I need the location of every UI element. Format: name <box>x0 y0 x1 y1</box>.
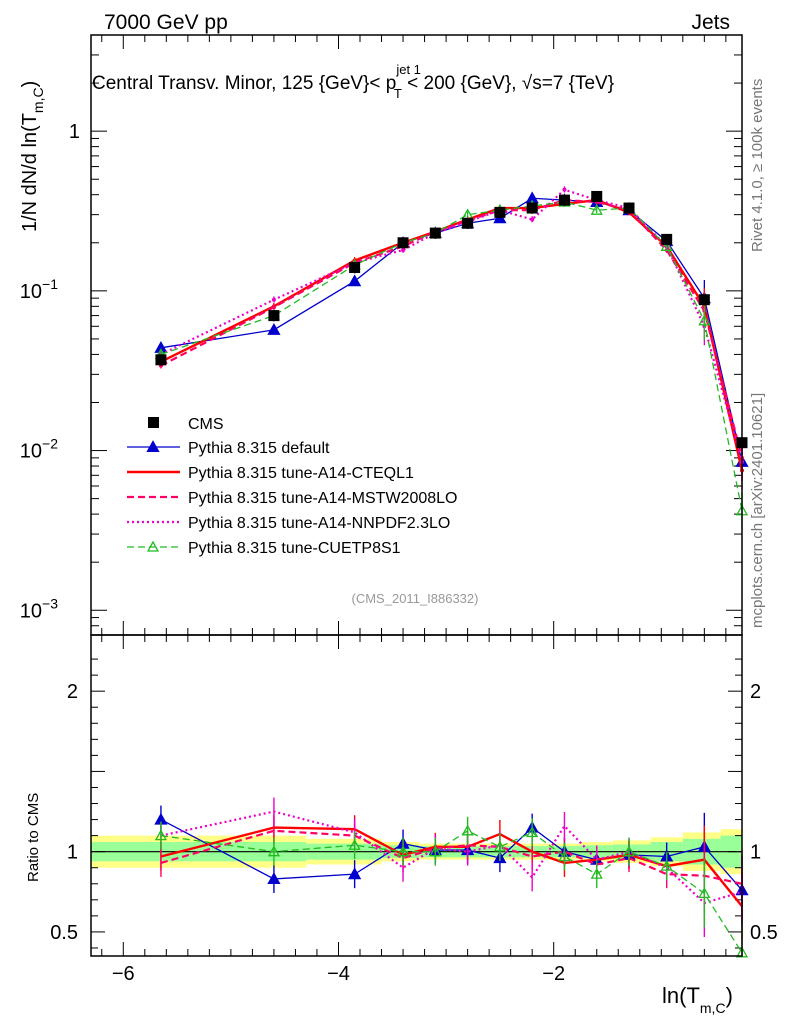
x-axis-label: ln(Tm,C) <box>662 983 733 1016</box>
ratio-marker-cuetp8s1 <box>660 859 673 871</box>
cms-point <box>429 227 441 239</box>
analysis-tag: (CMS_2011_I886332) <box>352 591 479 606</box>
ratio-line-nnpdf <box>160 810 743 905</box>
ratio-line-cuetp8s1 <box>160 830 743 954</box>
marker-nnpdf <box>401 248 406 253</box>
energy-label: 7000 GeV pp <box>104 11 228 34</box>
ratio-tick-label-left: 2 <box>67 681 78 703</box>
legend-marker-cuetp8s1 <box>146 540 160 552</box>
legend-label: Pythia 8.315 tune-A14-MSTW2008LO <box>188 490 457 507</box>
y-axis-label-sub: m,C <box>30 87 46 113</box>
cms-point <box>155 354 167 366</box>
marker-cuetp8s1 <box>590 203 603 215</box>
plot-title-tail: < 200 {GeV}, √s=7 {TeV} <box>402 73 614 94</box>
marker-mstw <box>271 305 276 310</box>
x-tick-label: −4 <box>327 963 350 985</box>
marker-default <box>348 274 362 287</box>
plot-title: Central Transv. Minor, 125 {GeV}< pjet 1… <box>92 62 614 101</box>
ratio-marker-cuetp8s1 <box>493 840 506 852</box>
series-line-mstw <box>160 199 744 459</box>
y-axis-label: 1/N dN/d ln(Tm,C) <box>19 81 46 232</box>
legend-symbol-cms <box>148 417 159 428</box>
mcplots-label: mcplots.cern.ch [arXiv:2401.10621] <box>749 393 766 628</box>
process-label: Jets <box>691 11 730 34</box>
ratio-marker-cuetp8s1 <box>698 887 711 899</box>
ratio-tick-label-right: 2 <box>750 681 761 703</box>
cms-point <box>698 294 710 306</box>
cms-point <box>526 202 538 214</box>
x-axis-label-close: ) <box>726 983 733 1008</box>
x-axis-label-sub: m,C <box>700 1000 726 1016</box>
y-axis-label-close: ) <box>19 81 41 88</box>
legend-marker-default <box>146 440 160 453</box>
ratio-marker-cuetp8s1 <box>590 867 603 879</box>
marker-cuetp8s1 <box>698 314 711 326</box>
y-axis-label-main: 1/N dN/d ln(T <box>19 113 41 232</box>
y-tick-label: 10−2 <box>20 436 58 463</box>
y-tick-label: 1 <box>69 121 80 143</box>
ratio-marker-cuetp8s1 <box>461 824 474 836</box>
ratio-marker-cuetp8s1 <box>348 838 361 850</box>
cms-point <box>268 310 280 322</box>
ratio-line-mstw <box>160 829 743 885</box>
ratio-marker-cuetp8s1 <box>558 850 571 862</box>
ratio-marker-cuetp8s1 <box>154 829 168 841</box>
ratio-plot-frame <box>90 634 743 957</box>
series-line-cteql1 <box>160 198 744 471</box>
series-line-nnpdf <box>160 188 744 463</box>
ratio-marker-default <box>348 867 362 880</box>
marker-nnpdf <box>271 297 276 302</box>
ratio-tick-label-left: 1 <box>67 842 78 864</box>
rivet-version-label: Rivet 4.1.0, ≥ 100k events <box>749 79 766 252</box>
marker-cuetp8s1 <box>660 239 673 251</box>
cms-point <box>558 194 570 206</box>
ratio-tick-label-left: 0.5 <box>50 922 78 944</box>
ratio-tick-label-right: 0.5 <box>750 922 778 944</box>
marker-nnpdf <box>562 187 567 192</box>
legend-label: Pythia 8.315 tune-A14-CTEQL1 <box>188 465 414 482</box>
cms-point <box>494 206 506 218</box>
cms-point <box>661 233 673 245</box>
ratio-tick-label-right: 1 <box>750 842 761 864</box>
plot-title-sup: jet 1 <box>395 62 421 77</box>
legend-label: Pythia 8.315 tune-A14-NNPDF2.3LO <box>188 515 450 532</box>
y-tick-label: 10−1 <box>20 276 58 303</box>
cms-point <box>462 217 474 229</box>
ratio-marker-cuetp8s1 <box>526 826 539 838</box>
y-tick-label: 10−3 <box>20 595 58 622</box>
legend: CMS Pythia 8.315 default Pythia 8.315 tune… <box>127 416 457 557</box>
cms-point <box>591 190 603 202</box>
legend-label: CMS <box>188 416 224 433</box>
plot-title-main: Central Transv. Minor, 125 {GeV}< p <box>92 73 396 94</box>
series-line-cuetp8s1 <box>160 201 743 511</box>
legend-label: Pythia 8.315 tune-CUETP8S1 <box>188 540 401 557</box>
ratio-marker-cuetp8s1 <box>622 845 636 857</box>
x-tick-label: −2 <box>542 963 565 985</box>
legend-label: Pythia 8.315 default <box>188 440 330 457</box>
data-series <box>154 186 749 958</box>
ratio-marker-cuetp8s1 <box>429 845 442 857</box>
ratio-marker-cuetp8s1 <box>735 946 749 958</box>
plot-title-sub: T <box>394 86 402 101</box>
cms-point <box>349 262 361 274</box>
marker-default <box>267 323 281 335</box>
x-axis-label-main: ln(T <box>662 983 700 1008</box>
ratio-marker-cuetp8s1 <box>396 845 410 857</box>
ratio-axis-label: Ratio to CMS <box>25 793 42 882</box>
cms-point <box>397 237 409 249</box>
axes-ticks: −6 −4 −2 10−3 10−2 10−1 1 0.5 0.5 1 1 2 2 <box>20 34 778 985</box>
marker-nnpdf <box>530 217 535 222</box>
x-tick-label: −6 <box>112 963 135 985</box>
ratio-marker-cuetp8s1 <box>267 845 281 857</box>
cms-point <box>623 202 635 214</box>
ratio-marker-default <box>267 872 281 885</box>
